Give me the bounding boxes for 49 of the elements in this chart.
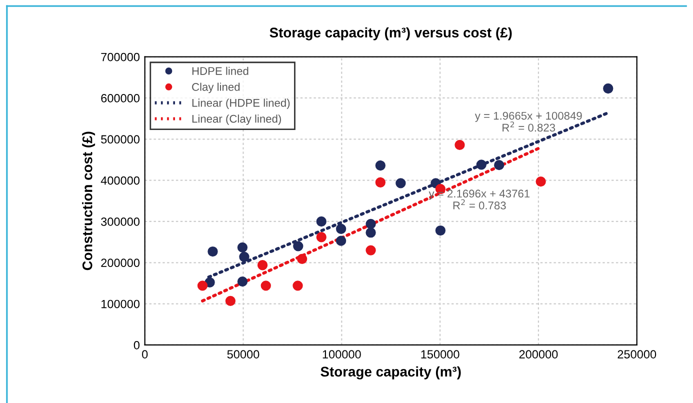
point xyxy=(297,254,308,264)
point xyxy=(237,276,248,287)
point xyxy=(208,246,218,257)
annotation: y = 1.9665x + 100849 R$^{2}$ = 0.823 xyxy=(474,112,582,132)
point xyxy=(366,218,376,230)
y-tick-label: 200000 xyxy=(101,258,140,268)
x-tick-label: 100000 xyxy=(322,350,361,358)
y-tick-label: 100000 xyxy=(101,300,140,308)
y-tick-label: 600000 xyxy=(101,94,140,102)
x-tick-label: 150000 xyxy=(421,350,460,358)
point xyxy=(336,236,346,246)
x-tick-label: 0 xyxy=(142,350,148,358)
y-tick-label: 300000 xyxy=(101,218,140,226)
legend-label: Linear (Clay lined) xyxy=(192,114,281,125)
point xyxy=(366,245,376,256)
legend-label: Linear (HDPE lined) xyxy=(192,98,290,109)
x-axis-title: Storage capacity (m³) xyxy=(320,366,461,380)
y-axis-title: Construction cost (£) xyxy=(82,132,96,270)
point xyxy=(536,176,546,187)
point xyxy=(366,228,376,238)
y-tick-label: 700000 xyxy=(101,52,140,62)
point xyxy=(435,225,446,236)
x-tick-label: 200000 xyxy=(519,350,558,358)
point xyxy=(375,177,386,188)
x-tick-label: 250000 xyxy=(618,350,656,358)
point xyxy=(316,232,326,242)
point xyxy=(603,83,614,94)
legend-label: HDPE lined xyxy=(192,66,248,75)
chart-title: Storage capacity (m³) versus cost (£) xyxy=(270,27,512,40)
point xyxy=(454,140,465,150)
legend-label: Clay lined xyxy=(192,82,240,94)
point xyxy=(375,160,386,171)
y-tick-label: 500000 xyxy=(101,135,140,144)
point xyxy=(237,242,248,252)
point xyxy=(396,178,406,188)
x-tick-label: 50000 xyxy=(227,350,260,358)
point xyxy=(336,224,346,234)
point xyxy=(197,280,208,291)
y-tick-label: 0 xyxy=(134,341,140,350)
point xyxy=(476,160,486,170)
point xyxy=(260,280,271,291)
y-tick-label: 400000 xyxy=(100,176,140,185)
point xyxy=(494,160,504,170)
point xyxy=(292,280,303,291)
point xyxy=(316,216,326,227)
point xyxy=(257,260,268,270)
point xyxy=(239,252,250,262)
point xyxy=(225,296,236,306)
point xyxy=(293,241,304,252)
